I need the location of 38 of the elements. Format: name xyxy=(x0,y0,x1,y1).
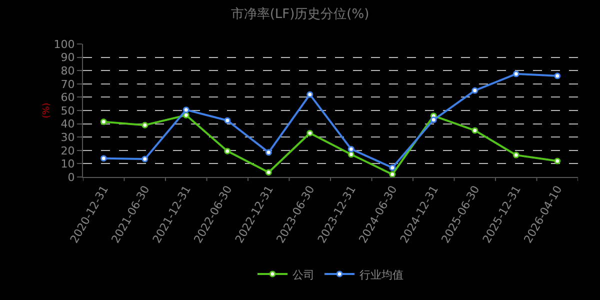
point xyxy=(554,72,561,80)
y-tick-label: 20 xyxy=(60,144,75,158)
point xyxy=(182,112,190,118)
y-tick-label: 100 xyxy=(54,38,75,51)
point xyxy=(512,152,520,158)
y-tick-label: 40 xyxy=(60,118,75,131)
point xyxy=(265,149,272,156)
point xyxy=(100,155,107,162)
point xyxy=(472,87,478,94)
point xyxy=(348,146,354,152)
y-axis-title: (%) xyxy=(42,102,52,118)
point xyxy=(430,116,437,124)
legend-label: 公司 xyxy=(292,268,314,282)
y-tick-label: 80 xyxy=(60,64,75,78)
point xyxy=(389,164,396,171)
chart-title: 市净率(LF)历史分位(%) xyxy=(230,6,370,22)
point xyxy=(182,106,190,114)
point xyxy=(142,156,148,162)
point xyxy=(389,171,396,177)
point xyxy=(142,122,148,128)
point xyxy=(265,169,272,176)
point xyxy=(306,130,314,136)
y-tick-label: 90 xyxy=(60,51,75,64)
point xyxy=(554,158,561,164)
point xyxy=(100,118,107,126)
point xyxy=(224,148,231,154)
point xyxy=(512,70,520,78)
y-tick-label: 60 xyxy=(60,91,75,104)
y-tick-label: 50 xyxy=(60,104,75,118)
point xyxy=(348,151,354,158)
legend-label: 行业均值 xyxy=(360,268,404,282)
y-tick-label: 70 xyxy=(60,78,75,91)
point xyxy=(306,91,314,98)
y-tick-label: 10 xyxy=(60,158,75,171)
point xyxy=(472,127,478,134)
point xyxy=(224,117,231,124)
y-tick-label: 30 xyxy=(60,130,75,144)
y-tick-label: 0 xyxy=(68,170,75,184)
